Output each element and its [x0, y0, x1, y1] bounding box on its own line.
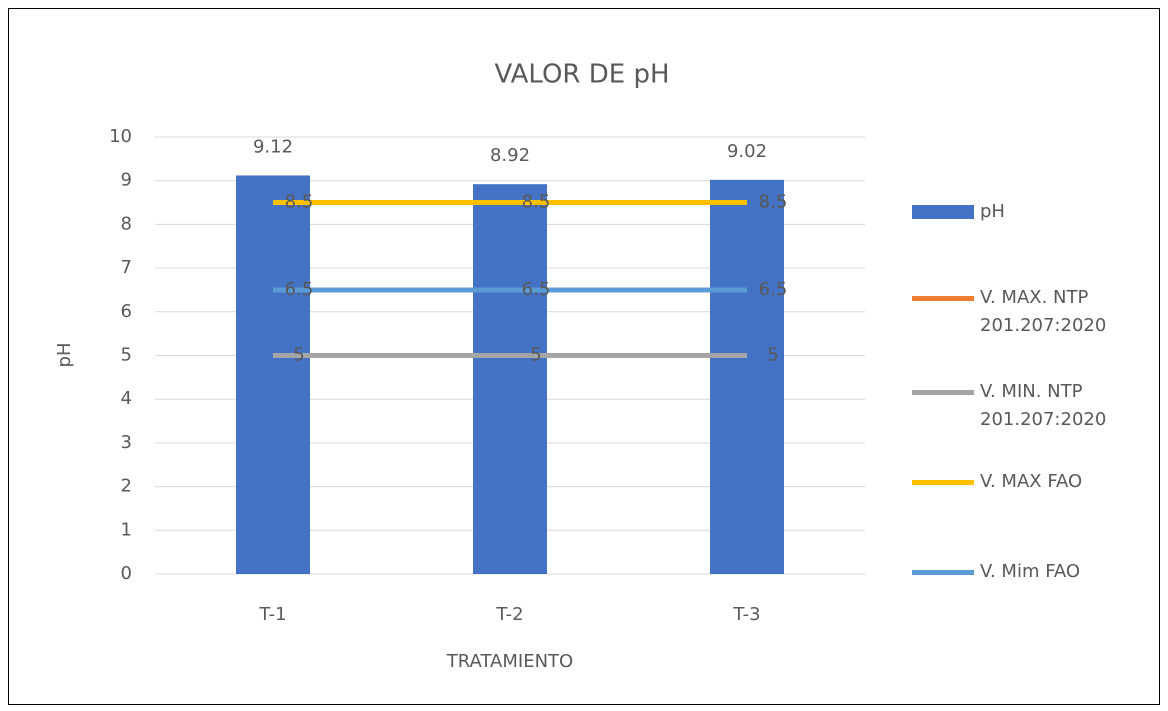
data-label: 6.5: [522, 279, 551, 300]
data-label: 5: [293, 345, 304, 366]
legend-item: V. MAX FAO: [912, 468, 1148, 496]
x-tick-label: T-2: [495, 604, 523, 625]
y-tick-label: 3: [121, 432, 132, 453]
y-tick-label: 1: [121, 519, 132, 540]
y-axis-title: pH: [54, 343, 75, 368]
legend-swatch: [912, 480, 974, 485]
data-label: 8.5: [285, 192, 314, 213]
legend-label: V. MAX. NTP 201.207:2020: [980, 287, 1107, 336]
data-label: 5: [767, 345, 778, 366]
y-tick-label: 5: [121, 345, 132, 366]
legend-label: V. Mim FAO: [980, 561, 1081, 582]
legend-item: V. MAX. NTP 201.207:2020: [912, 284, 1148, 340]
y-tick-label: 0: [121, 563, 132, 584]
data-label: 8.92: [490, 145, 530, 166]
x-axis-title: TRATAMIENTO: [446, 651, 573, 672]
data-label: 6.5: [759, 279, 788, 300]
legend-label: V. MAX FAO: [980, 471, 1083, 492]
legend-swatch: [912, 390, 974, 395]
legend-label: V. MIN. NTP 201.207:2020: [980, 381, 1107, 430]
data-label: 9.12: [253, 136, 293, 157]
bar: [710, 179, 784, 575]
data-label: 8.5: [522, 192, 551, 213]
data-label: 6.5: [285, 279, 314, 300]
legend-label: pH: [980, 201, 1005, 222]
data-label: 5: [530, 345, 541, 366]
y-tick-label: 7: [121, 257, 132, 278]
legend-item: V. Mim FAO: [912, 558, 1148, 586]
bar: [473, 184, 547, 575]
data-label: 9.02: [727, 141, 767, 162]
chart-title: VALOR DE pH: [494, 60, 669, 90]
y-tick-label: 10: [109, 126, 132, 147]
y-tick-label: 9: [121, 170, 132, 191]
legend-item: pH: [912, 198, 1148, 226]
legend-swatch: [912, 296, 974, 301]
y-tick-label: 4: [121, 388, 132, 409]
legend-swatch: [912, 570, 974, 575]
data-label: 8.5: [759, 192, 788, 213]
data-label: 8.5: [759, 192, 788, 213]
x-tick-label: T-1: [258, 604, 286, 625]
legend-item: V. MIN. NTP 201.207:2020: [912, 378, 1148, 434]
y-tick-label: 2: [121, 476, 132, 497]
y-tick-label: 8: [121, 213, 132, 234]
legend-swatch: [912, 205, 974, 219]
y-tick-label: 6: [121, 301, 132, 322]
x-tick-label: T-3: [732, 604, 760, 625]
bar: [236, 175, 310, 574]
